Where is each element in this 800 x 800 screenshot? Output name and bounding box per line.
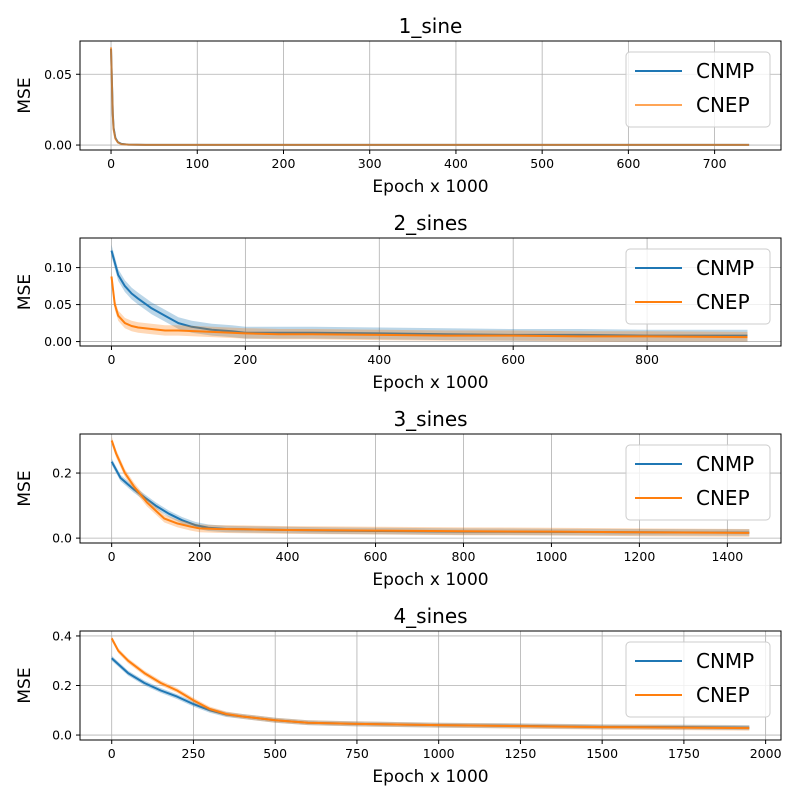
chart-panel-4_sines: 0 250 500 750 1000 1250 1500 1750 2000 0.0 0.2 0.4 4… [15,604,782,787]
x-tick-label: 0 [107,156,115,171]
x-tick-label: 200 [233,352,257,367]
plot-area [110,436,750,537]
x-tick-label: 700 [703,156,727,171]
x-tick-label: 600 [616,156,640,171]
x-tick-label: 1000 [536,549,568,564]
chart-panel-1_sine: 0 100 200 300 400 500 600 700 0.00 0.05 1_sine Epoc… [15,14,782,197]
y-tick-label: 0.05 [44,67,72,82]
x-tick-label: 800 [452,549,476,564]
y-tick-label: 0.0 [52,531,72,546]
x-tick-label: 1250 [505,746,537,761]
y-tick-label: 0.00 [44,138,72,153]
x-tick-label: 1000 [423,746,455,761]
band-cnmp [111,244,748,342]
legend-label-cnmp: CNMP [696,452,754,476]
x-tick-label: 300 [358,156,382,171]
y-axis-label: MSE [15,470,35,506]
y-tick-label: 0.4 [52,628,72,643]
series-line-cnep [110,637,750,730]
plot-area [110,244,748,342]
y-tick-label: 0.00 [44,334,72,349]
x-tick-label: 200 [188,549,212,564]
x-tick-label: 1200 [623,549,655,564]
x-tick-label: 600 [364,549,388,564]
band-cnep [111,271,748,342]
axes-frame [79,433,782,544]
x-tick-label: 400 [367,352,391,367]
x-axis-label: Epoch x 1000 [372,177,488,197]
legend-label-cnmp: CNMP [696,256,754,280]
x-tick-label: 400 [444,156,468,171]
y-axis-label: MSE [15,274,35,310]
y-tick-label: 0.05 [44,297,72,312]
x-axis-label: Epoch x 1000 [372,373,488,393]
chart-title: 3_sines [393,407,467,431]
legend-label-cnep: CNEP [696,290,750,314]
x-tick-label: 200 [272,156,296,171]
y-tick-label: 0.10 [44,260,72,275]
chart-title: 1_sine [399,14,463,38]
chart-panel-3_sines: 0 200 400 600 800 1000 1200 1400 0.0 0.2 3_sines Ep… [15,407,782,590]
series-line-cnep [110,276,748,339]
x-tick-label: 750 [345,746,369,761]
legend-label-cnep: CNEP [696,486,750,510]
x-tick-label: 0 [108,746,116,761]
series-line-cnep [110,47,750,146]
y-tick-label: 0.2 [52,466,72,481]
x-tick-label: 1500 [586,746,618,761]
x-tick-label: 2000 [750,746,782,761]
legend-label-cnep: CNEP [696,93,750,117]
y-axis-label: MSE [15,667,35,703]
x-tick-label: 1400 [711,549,743,564]
chart-panel-2_sines: 0 200 400 600 800 0.00 0.05 0.10 2_sines Epoch x … [15,211,782,393]
legend-label-cnmp: CNMP [696,649,754,673]
x-tick-label: 0 [108,549,116,564]
x-tick-label: 600 [501,352,525,367]
y-tick-label: 0.0 [52,728,72,743]
x-tick-label: 100 [185,156,209,171]
legend-label-cnmp: CNMP [696,59,754,83]
x-tick-label: 0 [107,352,115,367]
axes-frame [79,40,782,151]
y-axis-label: MSE [15,77,35,113]
x-tick-label: 800 [635,352,659,367]
chart-title: 4_sines [393,604,467,628]
x-tick-label: 1750 [668,746,700,761]
x-tick-label: 500 [530,156,554,171]
x-axis-label: Epoch x 1000 [372,767,488,787]
axes-frame [79,237,782,347]
series-line-cnep [110,440,750,534]
chart-title: 2_sines [393,211,467,235]
x-tick-label: 250 [182,746,206,761]
y-tick-label: 0.2 [52,678,72,693]
x-tick-label: 400 [276,549,300,564]
legend-label-cnep: CNEP [696,683,750,707]
x-axis-label: Epoch x 1000 [372,570,488,590]
plot-area [110,636,750,731]
plot-area [110,47,750,146]
x-tick-label: 500 [263,746,287,761]
